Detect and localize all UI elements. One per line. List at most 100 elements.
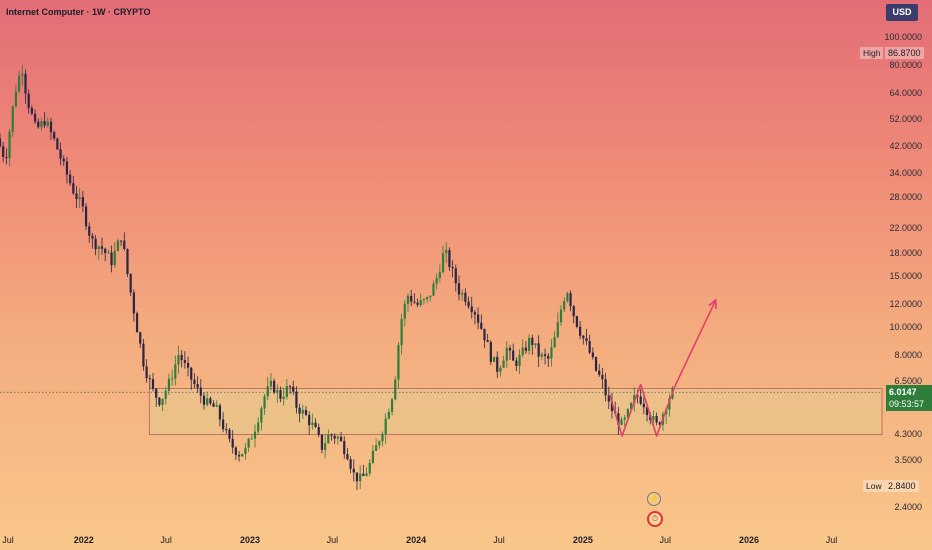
candle-up: [177, 355, 180, 365]
candle-down: [180, 355, 183, 361]
candle-up: [550, 347, 553, 359]
candle-up: [534, 343, 537, 346]
candle-up: [46, 121, 49, 126]
currency-button[interactable]: USD: [886, 4, 918, 21]
candle-up: [282, 396, 285, 399]
y-tick-label: 28.0000: [889, 192, 922, 203]
candle-up: [276, 390, 279, 393]
candle-down: [352, 468, 355, 473]
lightning-icon[interactable]: ⚡: [647, 492, 661, 506]
candle-down: [183, 360, 186, 363]
candle-down: [298, 407, 301, 414]
candle-up: [375, 445, 378, 451]
candle-down: [343, 441, 346, 455]
candle-down: [317, 427, 320, 435]
candle-up: [630, 403, 633, 410]
candle-up: [113, 250, 116, 266]
candle-up: [107, 252, 110, 254]
candle-down: [610, 401, 614, 412]
candle-down: [467, 301, 470, 307]
x-tick-label: Jul: [493, 535, 505, 545]
candle-down: [486, 340, 489, 343]
candle-down: [212, 403, 215, 407]
candle-down: [222, 419, 225, 430]
candle-up: [397, 345, 400, 380]
candle-up: [461, 292, 464, 295]
candle-down: [588, 341, 591, 353]
candle-down: [27, 93, 30, 108]
candle-up: [301, 409, 304, 414]
candle-down: [33, 113, 37, 122]
candle-down: [451, 267, 454, 269]
y-tick-label: 100.0000: [884, 31, 922, 42]
candle-up: [263, 396, 266, 409]
candle-up: [422, 299, 426, 301]
candle-down: [234, 447, 237, 455]
candle-down: [339, 436, 343, 442]
timer-icon[interactable]: ⏱: [647, 511, 663, 527]
candle-down: [314, 422, 317, 428]
candle-down: [473, 312, 477, 315]
candle-down: [228, 429, 231, 439]
y-tick-label: 10.0000: [889, 322, 922, 333]
candle-up: [426, 297, 429, 300]
candle-up: [311, 422, 314, 426]
candle-down: [231, 438, 234, 448]
candle-up: [559, 309, 563, 323]
candle-down: [37, 121, 40, 128]
candle-up: [419, 300, 422, 305]
y-tick-label: 52.0000: [889, 114, 922, 125]
candle-up: [368, 462, 371, 474]
candle-down: [91, 235, 94, 239]
candle-up: [518, 354, 521, 366]
projection-arrow-shaft: [674, 299, 717, 387]
candle-up: [623, 417, 626, 420]
chart-title: Internet Computer · 1W · CRYPTO: [6, 7, 151, 17]
candle-up: [244, 447, 247, 454]
candle-down: [477, 314, 480, 323]
candle-up: [378, 441, 381, 446]
candle-up: [18, 75, 21, 92]
x-tick-label: Jul: [160, 535, 172, 545]
candle-down: [658, 422, 661, 425]
candle-up: [253, 431, 257, 439]
candle-up: [432, 283, 435, 296]
y-tick-label: 4.3000: [894, 428, 922, 439]
candle-up: [78, 197, 81, 200]
last-price-value: 6.0147: [889, 387, 917, 397]
candle-up: [257, 422, 260, 432]
candle-down: [448, 250, 451, 268]
candle-down: [148, 378, 151, 380]
candle-up: [174, 364, 177, 379]
candle-up: [171, 378, 174, 380]
x-tick-label: 2026: [739, 535, 760, 545]
candle-up: [269, 380, 273, 387]
bar-countdown: 09:53:57: [889, 399, 925, 409]
candle-down: [569, 293, 572, 307]
candle-down: [416, 302, 419, 305]
candle-down: [135, 313, 139, 333]
candle-down: [81, 197, 84, 207]
candle-up: [435, 278, 438, 284]
candle-down: [196, 384, 199, 388]
candle-down: [202, 395, 206, 405]
candle-down: [607, 395, 610, 402]
y-tick-label: 6.5000: [894, 376, 922, 387]
candle-up: [652, 415, 655, 420]
candle-down: [330, 434, 333, 436]
candle-down: [193, 379, 196, 385]
candle-down: [454, 268, 457, 284]
candle-up: [371, 450, 375, 463]
candle-down: [0, 138, 2, 147]
candle-down: [123, 240, 126, 250]
x-tick-label: 2022: [73, 535, 94, 545]
candle-up: [400, 318, 403, 346]
y-tick-label: 12.0000: [889, 299, 922, 310]
last-price-badge: 6.0147 09:53:57: [886, 385, 932, 411]
w-pattern-drawing: [608, 383, 676, 437]
low-value: 2.8400: [885, 480, 919, 492]
candle-down: [100, 246, 104, 249]
y-tick-label: 2.4000: [894, 502, 922, 513]
candle-up: [260, 408, 263, 423]
